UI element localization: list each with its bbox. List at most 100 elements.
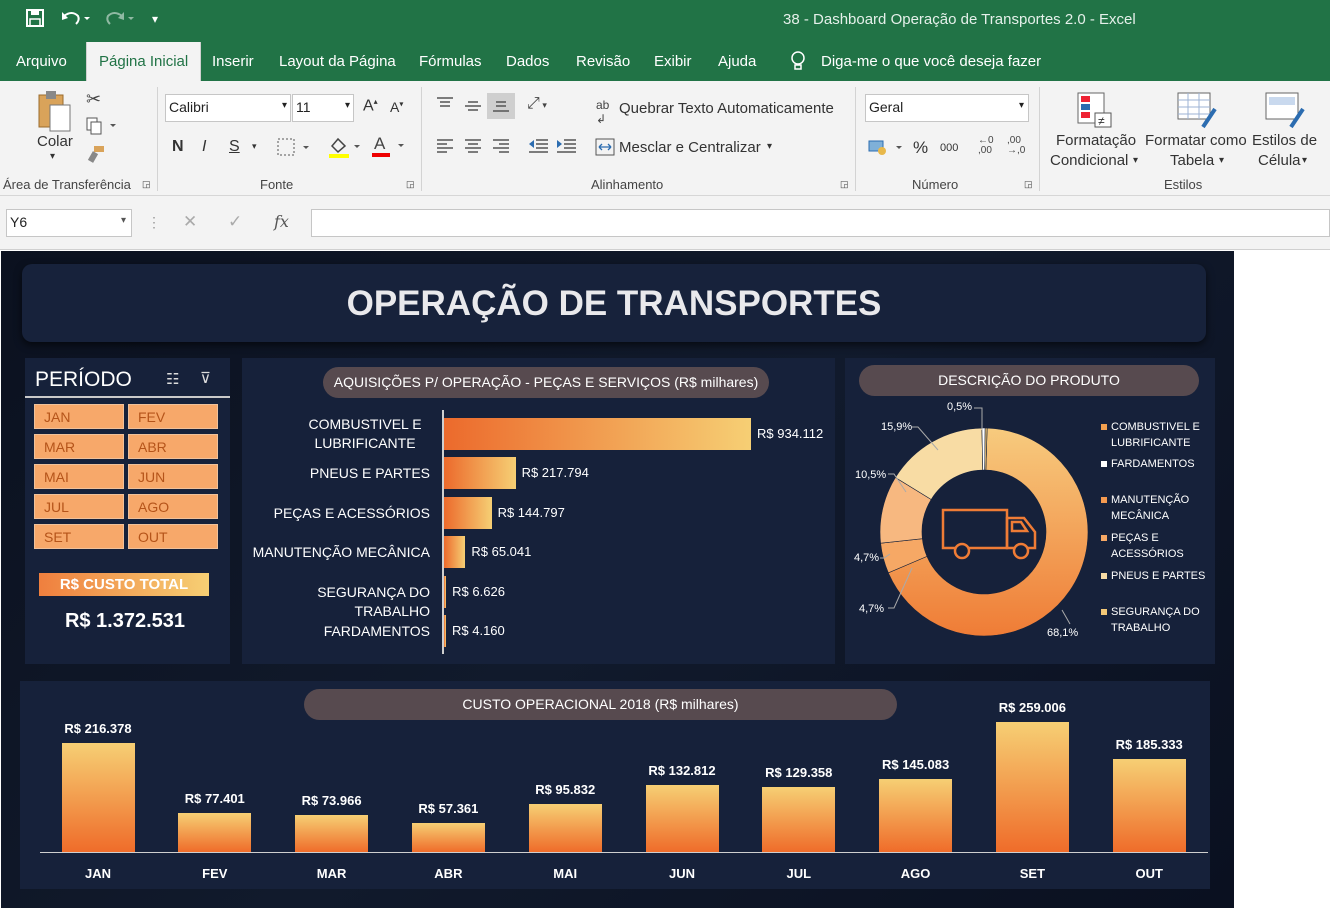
- increase-indent-icon[interactable]: [556, 138, 576, 159]
- paste-dropdown-icon[interactable]: ▾: [50, 151, 56, 162]
- cancel-icon[interactable]: ✕: [183, 212, 198, 231]
- align-left-icon[interactable]: [436, 139, 454, 158]
- slicer-item-jul[interactable]: JUL: [34, 494, 124, 519]
- slicer-item-ago[interactable]: AGO: [128, 494, 218, 519]
- conditional-format-icon[interactable]: ≠: [1077, 91, 1113, 134]
- chevron-down-icon[interactable]: ▾: [252, 141, 257, 151]
- align-center-icon[interactable]: [464, 139, 482, 158]
- name-box[interactable]: Y6 ▾: [6, 209, 132, 237]
- slicer-item-jun[interactable]: JUN: [128, 464, 218, 489]
- decrease-indent-icon[interactable]: [528, 138, 548, 159]
- bar-category-label: AGO: [900, 866, 931, 881]
- slicer-item-set[interactable]: SET: [34, 524, 124, 549]
- conditional-format-label-1[interactable]: Formatação: [1056, 132, 1137, 149]
- chevron-down-icon[interactable]: ▾: [767, 141, 773, 152]
- legend-swatch: [1101, 497, 1107, 503]
- multi-select-icon[interactable]: ☷: [166, 371, 180, 388]
- conditional-format-label-2[interactable]: Condicional: [1050, 152, 1129, 169]
- bar-category-label: FEV: [202, 866, 228, 881]
- paste-label[interactable]: Colar: [37, 133, 73, 150]
- fill-color-icon[interactable]: [328, 136, 364, 163]
- italic-button[interactable]: I: [202, 138, 207, 155]
- cell-styles-label-2[interactable]: Célula: [1258, 152, 1301, 169]
- tab-revisao[interactable]: Revisão: [576, 53, 631, 70]
- format-as-table-label-2[interactable]: Tabela: [1170, 152, 1215, 169]
- align-bottom-icon[interactable]: [487, 93, 515, 119]
- tab-dados[interactable]: Dados: [506, 53, 550, 70]
- bar-value-label: R$ 217.794: [521, 465, 589, 480]
- increase-decimal-icon[interactable]: ←0,00: [978, 135, 994, 156]
- slicer-item-mar[interactable]: MAR: [34, 434, 124, 459]
- tab-layout[interactable]: Layout da Página: [279, 53, 396, 70]
- slicer-item-mai[interactable]: MAI: [34, 464, 124, 489]
- cut-icon[interactable]: ✂: [86, 89, 102, 109]
- percent-button[interactable]: %: [913, 138, 929, 157]
- bold-button[interactable]: N: [172, 138, 184, 155]
- bar-category-label: PNEUS E PARTES: [309, 465, 430, 481]
- font-name-select[interactable]: Calibri ▾: [165, 94, 291, 122]
- save-icon[interactable]: [25, 8, 45, 33]
- align-top-icon[interactable]: [436, 97, 454, 116]
- tab-formulas[interactable]: Fórmulas: [419, 53, 482, 70]
- legend-swatch: [1101, 609, 1107, 615]
- font-size-select[interactable]: 11 ▾: [292, 94, 354, 122]
- undo-icon[interactable]: [60, 8, 90, 33]
- orientation-icon[interactable]: ⤢ ▾: [527, 95, 547, 112]
- tab-ajuda[interactable]: Ajuda: [718, 53, 757, 70]
- tab-pagina-inicial[interactable]: Página Inicial: [86, 42, 202, 81]
- font-launcher-icon[interactable]: ◲: [406, 179, 415, 189]
- formula-input[interactable]: [311, 209, 1330, 237]
- clipboard-launcher-icon[interactable]: ◲: [142, 179, 151, 189]
- cell-styles-icon[interactable]: [1265, 91, 1305, 134]
- decrease-font-icon[interactable]: A▾: [390, 99, 404, 115]
- number-format-select[interactable]: Geral ▾: [865, 94, 1029, 122]
- chevron-down-icon[interactable]: ▾: [1219, 155, 1225, 166]
- enter-icon[interactable]: ✓: [228, 212, 243, 231]
- bar: [444, 536, 466, 568]
- clear-filter-icon[interactable]: ⊽: [200, 370, 211, 387]
- redo-icon[interactable]: [104, 8, 134, 33]
- wrap-text-icon[interactable]: ab ↲: [596, 98, 610, 126]
- legend-label: MANUTENÇÃO MECÂNICA: [1111, 494, 1190, 522]
- decrease-decimal-icon[interactable]: ,00 →,0: [1007, 135, 1026, 156]
- font-color-icon[interactable]: A: [372, 134, 408, 163]
- window-title: 38 - Dashboard Operação de Transportes 2…: [783, 11, 1136, 28]
- insert-function-icon[interactable]: fx: [274, 212, 289, 231]
- borders-icon[interactable]: [277, 138, 313, 161]
- slicer-item-out[interactable]: OUT: [128, 524, 218, 549]
- currency-icon[interactable]: [868, 137, 904, 162]
- chevron-down-icon[interactable]: ▾: [1133, 155, 1139, 166]
- underline-button[interactable]: S: [229, 138, 240, 155]
- wrap-text-button[interactable]: Quebrar Texto Automaticamente: [619, 100, 834, 117]
- merge-center-icon[interactable]: [595, 138, 615, 161]
- align-middle-icon[interactable]: [464, 99, 482, 118]
- thousands-button[interactable]: 000: [940, 142, 959, 154]
- format-as-table-icon[interactable]: [1177, 91, 1217, 134]
- slicer-item-fev[interactable]: FEV: [128, 404, 218, 429]
- number-format-value: Geral: [869, 99, 904, 115]
- styles-group-label: Estilos: [1164, 177, 1203, 192]
- tab-arquivo[interactable]: Arquivo: [16, 53, 67, 70]
- bar-value-label: R$ 216.378: [64, 721, 132, 737]
- slicer-item-abr[interactable]: ABR: [128, 434, 218, 459]
- tab-exibir[interactable]: Exibir: [654, 53, 692, 70]
- cell-styles-label-1[interactable]: Estilos de: [1252, 132, 1318, 149]
- copy-icon[interactable]: [86, 117, 116, 140]
- chevron-down-icon[interactable]: ▾: [1302, 155, 1308, 166]
- legend-item: SEGURANÇA DO TRABALHO: [1101, 604, 1221, 636]
- slicer-item-jan[interactable]: JAN: [34, 404, 124, 429]
- increase-font-icon[interactable]: A▴: [363, 97, 378, 115]
- alignment-launcher-icon[interactable]: ◲: [840, 179, 849, 189]
- format-painter-icon[interactable]: [86, 145, 106, 168]
- paste-icon[interactable]: [36, 89, 74, 138]
- tab-inserir[interactable]: Inserir: [212, 53, 254, 70]
- tell-me-search[interactable]: Diga-me o que você deseja fazer: [821, 53, 1042, 70]
- leader-lines: [880, 407, 1071, 625]
- drag-handle-icon[interactable]: ⋮: [147, 214, 161, 230]
- customize-qat-icon[interactable]: ▾: [152, 12, 159, 26]
- number-launcher-icon[interactable]: ◲: [1024, 179, 1033, 189]
- format-as-table-label-1[interactable]: Formatar como: [1145, 132, 1247, 149]
- merge-center-button[interactable]: Mesclar e Centralizar: [619, 139, 761, 156]
- bar: [444, 497, 492, 529]
- align-right-icon[interactable]: [492, 139, 510, 158]
